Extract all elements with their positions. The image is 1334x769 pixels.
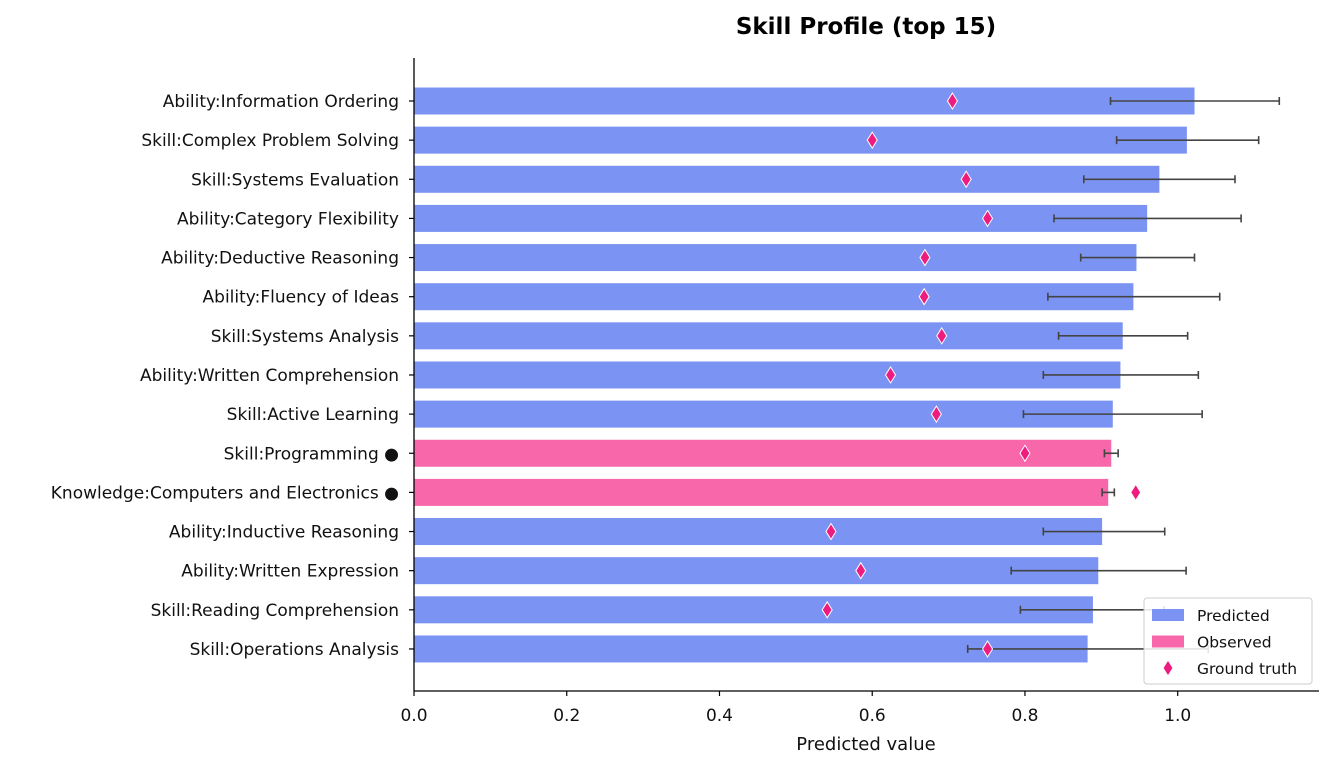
ground-truth-marker xyxy=(821,600,833,619)
y-tick-label: Skill:Reading Comprehension xyxy=(151,601,399,621)
ground-truth-marker xyxy=(930,405,942,424)
bar xyxy=(414,400,1113,428)
error-bars-layer xyxy=(966,97,1281,653)
legend: Predicted Observed Ground truth xyxy=(1143,597,1313,685)
y-tick-label: Ability:Written Expression xyxy=(181,562,399,582)
legend-swatch xyxy=(1152,609,1184,621)
x-tick-label: 0.6 xyxy=(859,706,886,726)
x-tick-label: 1.0 xyxy=(1164,706,1191,726)
legend-frame xyxy=(1143,597,1313,685)
ground-truth-marker xyxy=(855,561,867,580)
bars-layer xyxy=(414,87,1195,663)
bar xyxy=(414,322,1123,350)
error-bar xyxy=(1103,449,1119,458)
bar xyxy=(414,478,1109,506)
x-tick-label: 0.4 xyxy=(706,706,733,726)
error-bar xyxy=(1022,410,1203,419)
bar xyxy=(414,596,1093,624)
ground-truth-marker xyxy=(919,248,931,267)
y-tick-label: Skill:Complex Problem Solving xyxy=(141,131,399,151)
y-tick-label: Knowledge:Computers and Electronics ● xyxy=(51,483,399,503)
bar xyxy=(414,283,1134,311)
y-tick-label: Skill:Operations Analysis xyxy=(190,640,400,660)
bar xyxy=(414,361,1121,389)
error-bar xyxy=(1109,97,1281,105)
x-tick-label: 0.2 xyxy=(553,706,580,726)
y-tick-label: Skill:Systems Analysis xyxy=(211,327,399,347)
legend-label: Observed xyxy=(1197,634,1272,652)
ground-truth-marker xyxy=(884,366,897,384)
ground-truth-marker xyxy=(946,92,959,110)
ground-truth-marker xyxy=(866,131,878,150)
error-bar xyxy=(1115,136,1260,145)
ground-truth-marker xyxy=(960,170,972,189)
bar xyxy=(414,126,1187,154)
bar xyxy=(414,87,1195,115)
y-tick-label: Ability:Written Comprehension xyxy=(140,366,399,386)
y-tick-label: Skill:Programming ● xyxy=(224,444,399,464)
error-bar xyxy=(1057,331,1189,340)
y-tick-label: Skill:Active Learning xyxy=(227,405,399,425)
bar xyxy=(414,165,1160,193)
y-tick-label: Ability:Deductive Reasoning xyxy=(161,249,399,269)
x-tick-label: 0.8 xyxy=(1011,706,1038,726)
error-bar xyxy=(1047,292,1221,301)
y-tick-label: Ability:Fluency of Ideas xyxy=(203,288,400,308)
ground-truth-marker xyxy=(918,287,930,306)
error-bar xyxy=(1101,488,1116,497)
error-bar xyxy=(1010,566,1187,575)
legend-swatch xyxy=(1152,635,1184,648)
y-tick-label: Ability:Inductive Reasoning xyxy=(169,523,399,543)
x-tick-label: 0.0 xyxy=(400,706,427,726)
y-tick-label: Ability:Category Flexibility xyxy=(177,209,399,229)
legend-label: Predicted xyxy=(1197,607,1270,625)
ground-truth-marker xyxy=(981,640,994,658)
ground-truth-marker xyxy=(936,326,948,345)
error-bar xyxy=(1042,527,1166,536)
chart-title: Skill Profile (top 15) xyxy=(736,14,996,40)
ground-truth-marker xyxy=(981,209,994,228)
ground-truth-marker xyxy=(1130,483,1142,502)
bar xyxy=(414,204,1148,232)
bar xyxy=(414,557,1099,585)
error-bar xyxy=(1053,214,1242,223)
ground-truth-marker xyxy=(825,522,837,541)
axes-layer: Ability:Information Ordering Skill:Comple… xyxy=(51,58,1319,726)
error-bar xyxy=(1079,253,1196,262)
x-axis-label: Predicted value xyxy=(796,734,935,755)
legend-swatch xyxy=(1162,659,1174,677)
error-bar xyxy=(1082,175,1236,184)
ground-truth-marker xyxy=(1019,444,1031,463)
bar xyxy=(414,244,1137,272)
legend-label: Ground truth xyxy=(1197,660,1297,678)
ground-truth-layer xyxy=(821,92,1142,658)
bar xyxy=(414,439,1112,467)
y-tick-label: Ability:Information Ordering xyxy=(163,92,399,112)
y-tick-label: Skill:Systems Evaluation xyxy=(191,170,399,190)
bar xyxy=(414,518,1103,546)
error-bar xyxy=(1042,370,1200,379)
